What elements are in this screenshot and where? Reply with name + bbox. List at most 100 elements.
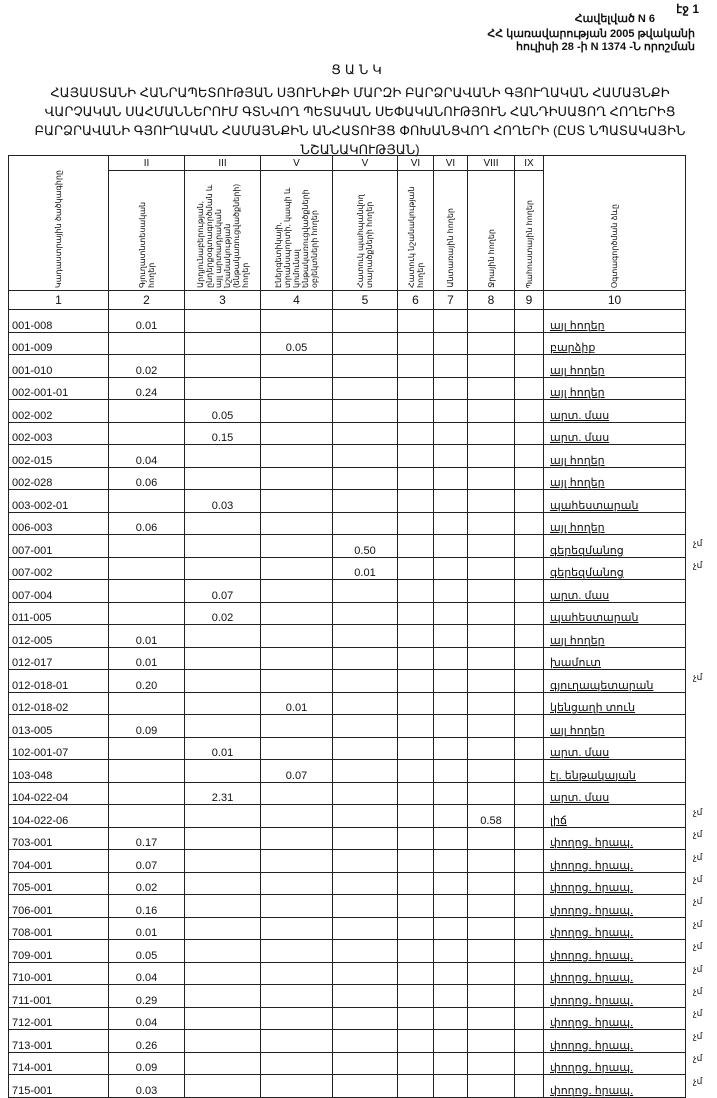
cadastral-code: 007-001 [8, 534, 109, 558]
land-use: գերեզմանոց [543, 556, 686, 580]
cell-col-6 [397, 939, 434, 963]
cell-col-5: 0.01 [332, 556, 398, 580]
cell-col-3: 0.01 [184, 736, 261, 760]
cell-col-9 [514, 1029, 544, 1053]
table-row: 712-001 0.04 փողոց. հրապ. [8, 1006, 686, 1030]
column-number: 7 [433, 290, 468, 310]
cell-col-4 [260, 1074, 333, 1098]
cell-col-5 [332, 489, 398, 513]
cell-col-7 [433, 1029, 468, 1053]
column-header-7: Անտառային հողեր [433, 170, 468, 291]
cell-col-2: 0.20 [108, 669, 185, 693]
cell-col-6 [397, 759, 434, 783]
cell-col-2: 0.26 [108, 1029, 185, 1053]
cell-col-7 [433, 601, 468, 625]
cell-col-4 [260, 804, 333, 828]
column-label: Անտառային հողեր [446, 208, 455, 288]
cell-col-4 [260, 444, 333, 468]
column-label: Հատուկ պահպանվող տարածքների հողեր [356, 194, 374, 288]
cell-col-4 [260, 736, 333, 760]
cell-col-3 [184, 804, 261, 828]
cadastral-code: 102-001-07 [8, 736, 109, 760]
cell-col-7 [433, 984, 468, 1008]
column-number: 10 [543, 290, 686, 310]
cell-col-9 [514, 466, 544, 490]
cell-col-2: 0.02 [108, 871, 185, 895]
cell-col-5 [332, 601, 398, 625]
column-number: 3 [184, 290, 261, 310]
cell-col-3: 0.03 [184, 489, 261, 513]
cell-col-6 [397, 624, 434, 648]
cell-col-9 [514, 759, 544, 783]
cell-col-3 [184, 309, 261, 333]
cell-col-8 [467, 1051, 515, 1075]
cell-col-8 [467, 646, 515, 670]
cell-col-3 [184, 894, 261, 918]
row-note: չմ [693, 918, 703, 929]
cell-col-3 [184, 871, 261, 895]
row-note: չմ [693, 851, 703, 862]
row-note: չմ [693, 806, 703, 817]
column-label: Պահուստային հողեր [524, 199, 534, 288]
cell-col-7 [433, 579, 468, 603]
cell-col-7 [433, 624, 468, 648]
land-use: արտ. մաս [543, 399, 686, 423]
table-row: 012-018-01 0.20 գյուղապետարան [8, 669, 686, 693]
land-use: փողոց. հրապ. [543, 1051, 686, 1075]
cell-col-7 [433, 354, 468, 378]
cell-col-8 [467, 849, 515, 873]
cell-col-3 [184, 714, 261, 738]
cell-col-5 [332, 646, 398, 670]
land-use: կենցաղի տուն [543, 691, 686, 715]
column-roman-4: V [260, 155, 333, 171]
cell-col-9 [514, 331, 544, 355]
cell-col-9 [514, 489, 544, 513]
land-use: այլ հողեր [543, 309, 686, 333]
table-row: 007-004 0.07 արտ. մաս [8, 579, 686, 603]
column-roman-8: VIII [467, 155, 515, 171]
cell-col-5 [332, 579, 398, 603]
cell-col-3 [184, 534, 261, 558]
cell-col-6 [397, 1006, 434, 1030]
cell-col-9 [514, 849, 544, 873]
cadastral-code: 715-001 [8, 1074, 109, 1098]
cell-col-8 [467, 916, 515, 940]
cell-col-8 [467, 309, 515, 333]
land-use: արտ. մաս [543, 421, 686, 445]
cadastral-code: 712-001 [8, 1006, 109, 1030]
land-use: փողոց. հրապ. [543, 1029, 686, 1053]
cell-col-3 [184, 1006, 261, 1030]
cell-col-4 [260, 534, 333, 558]
cell-col-4 [260, 1029, 333, 1053]
cadastral-code: 103-048 [8, 759, 109, 783]
cell-col-8 [467, 871, 515, 895]
table-row: 705-001 0.02 փողոց. հրապ. [8, 871, 686, 895]
column-label: Գյուղատնտեսական հողեր [137, 201, 156, 288]
cell-col-7 [433, 826, 468, 850]
column-roman-6: VI [397, 155, 434, 171]
decree-reference-line1: ՀՀ կառավարության 2005 թվականի [487, 28, 695, 40]
table-row: 001-008 0.01 այլ հողեր [8, 309, 686, 333]
land-use: բարձիք [543, 331, 686, 355]
cell-col-7 [433, 736, 468, 760]
cell-col-5 [332, 984, 398, 1008]
table-row: 006-003 0.06 այլ հողեր [8, 511, 686, 535]
table-row: 711-001 0.29 փողոց. հրապ. [8, 984, 686, 1008]
cell-col-8 [467, 534, 515, 558]
cell-col-7 [433, 309, 468, 333]
cell-col-2 [108, 601, 185, 625]
cell-col-8 [467, 984, 515, 1008]
cell-col-5 [332, 849, 398, 873]
cell-col-6 [397, 444, 434, 468]
column-label: Օգտագործման ձևը [610, 203, 619, 288]
column-header-9: Պահուստային հողեր [514, 170, 544, 291]
cadastral-code: 002-003 [8, 421, 109, 445]
column-header-2: Գյուղատնտեսական հողեր [108, 170, 185, 291]
cell-col-2: 0.06 [108, 511, 185, 535]
column-roman-7: VI [433, 155, 468, 171]
cell-col-4 [260, 646, 333, 670]
cell-col-2 [108, 331, 185, 355]
row-note: չմ [693, 1053, 703, 1064]
cadastral-code: 002-028 [8, 466, 109, 490]
column-header-5: Հատուկ պահպանվող տարածքների հողեր [332, 170, 398, 291]
